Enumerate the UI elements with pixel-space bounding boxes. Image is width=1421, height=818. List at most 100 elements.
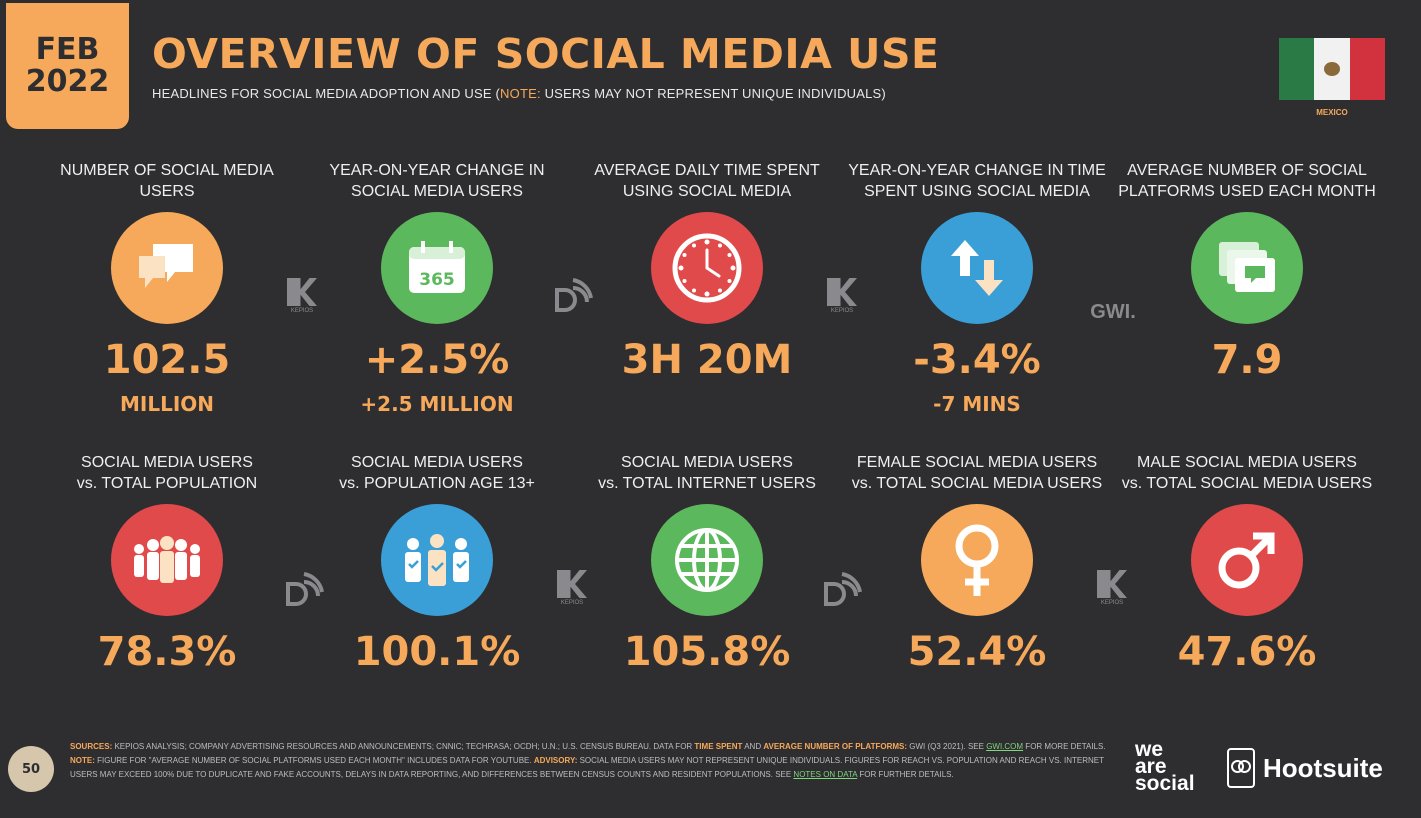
calendar-365-icon: 365 <box>381 212 493 324</box>
page-number: 50 <box>8 746 54 792</box>
datareportal-logo-icon <box>284 570 324 610</box>
stat-value: 3H 20M <box>621 337 793 383</box>
note-text: FIGURE FOR "AVERAGE NUMBER OF SOCIAL PLA… <box>94 756 534 765</box>
stat-label-line-1: SOCIAL MEDIA USERS <box>81 454 253 471</box>
stat-value: -3.4% <box>913 337 1041 383</box>
stat-female-users: FEMALE SOCIAL MEDIA USERS vs. TOTAL SOCIA… <box>842 452 1112 672</box>
female-symbol-icon <box>921 504 1033 616</box>
svg-text:365: 365 <box>419 270 455 290</box>
social-text: social <box>1135 772 1195 795</box>
notes-on-data-link[interactable]: NOTES ON DATA <box>793 770 858 779</box>
stat-social-media-users: NUMBER OF SOCIAL MEDIA USERS 102.5 MILLI… <box>32 160 302 416</box>
kepios-label: KEPIOS <box>290 308 314 314</box>
stat-users-vs-population: SOCIAL MEDIA USERS vs. TOTAL POPULATION 7… <box>32 452 302 672</box>
are-text: are <box>1135 755 1167 778</box>
stat-label: MALE SOCIAL MEDIA USERS vs. TOTAL SOCIAL … <box>1112 452 1382 496</box>
stat-value: 100.1% <box>353 629 521 675</box>
gwi-link[interactable]: GWI.COM <box>986 742 1024 751</box>
date-month: FEB <box>35 32 100 67</box>
stat-label: FEMALE SOCIAL MEDIA USERS vs. TOTAL SOCIA… <box>842 452 1112 496</box>
kepios-label: KEPIOS <box>560 600 584 606</box>
stat-daily-time: AVERAGE DAILY TIME SPENT USING SOCIAL ME… <box>572 160 842 392</box>
clock-icon <box>651 212 763 324</box>
stat-value: 47.6% <box>1177 629 1317 675</box>
sources-footnote: SOURCES: KEPIOS ANALYSIS; COMPANY ADVERT… <box>70 740 1110 782</box>
kepios-label: KEPIOS <box>1100 600 1124 606</box>
stat-value: 78.3% <box>97 629 237 675</box>
datareportal-logo-icon <box>822 570 862 610</box>
stat-label-line-1: SOCIAL MEDIA USERS <box>621 454 793 471</box>
date-year: 2022 <box>25 64 110 99</box>
gwi-label: GWI. <box>1090 300 1136 323</box>
end-text: FOR FURTHER DETAILS. <box>857 770 954 779</box>
subtitle-before: HEADLINES FOR SOCIAL MEDIA ADOPTION AND … <box>152 86 501 101</box>
globe-icon <box>651 504 763 616</box>
stat-label: AVERAGE DAILY TIME SPENT USING SOCIAL ME… <box>594 162 820 200</box>
stat-sub: MILLION <box>119 392 214 416</box>
gwi-logo-icon: GWI. <box>1078 292 1148 332</box>
advisory-label: ADVISORY: <box>533 756 578 765</box>
note-label: NOTE: <box>70 756 95 765</box>
stat-label-line-1: MALE SOCIAL MEDIA USERS <box>1137 454 1357 471</box>
and-text: AND <box>742 742 764 751</box>
up-down-arrows-icon <box>921 212 1033 324</box>
page-title: OVERVIEW OF SOCIAL MEDIA USE <box>152 30 940 78</box>
male-symbol-icon <box>1191 504 1303 616</box>
sources-label: SOURCES: <box>70 742 113 751</box>
mexico-flag-icon <box>1279 38 1385 100</box>
stat-label: SOCIAL MEDIA USERS vs. TOTAL INTERNET USE… <box>572 452 842 496</box>
stat-value: 102.5 <box>103 337 231 383</box>
stat-label: AVERAGE NUMBER OF SOCIAL PLATFORMS USED … <box>1118 162 1376 200</box>
stat-label: YEAR-ON-YEAR CHANGE IN SOCIAL MEDIA USER… <box>329 162 545 200</box>
speech-bubbles-icon <box>111 212 223 324</box>
country-label: MEXICO <box>1316 108 1348 117</box>
subtitle-after: USERS MAY NOT REPRESENT UNIQUE INDIVIDUA… <box>540 86 886 101</box>
hootsuite-text: Hootsuite <box>1263 752 1383 783</box>
stat-value: 52.4% <box>907 629 1047 675</box>
stat-value: 7.9 <box>1211 337 1283 383</box>
stat-label-line-2: vs. TOTAL POPULATION <box>76 475 258 492</box>
date-badge: FEB 2022 <box>6 3 129 129</box>
hootsuite-logo: Hootsuite <box>1227 748 1383 788</box>
sources-text: KEPIOS ANALYSIS; COMPANY ADVERTISING RES… <box>112 742 695 751</box>
stat-label-line-2: vs. POPULATION AGE 13+ <box>339 475 535 492</box>
we-text: we <box>1135 738 1164 761</box>
stat-users-vs-internet: SOCIAL MEDIA USERS vs. TOTAL INTERNET USE… <box>572 452 842 672</box>
stat-label: YEAR-ON-YEAR CHANGE IN TIME SPENT USING … <box>848 162 1106 200</box>
datareportal-logo-icon <box>553 276 593 316</box>
stat-label-line-1: SOCIAL MEDIA USERS <box>351 454 523 471</box>
stat-label-line-2: vs. TOTAL SOCIAL MEDIA USERS <box>851 475 1103 492</box>
stat-platforms: AVERAGE NUMBER OF SOCIAL PLATFORMS USED … <box>1112 160 1382 392</box>
stat-sub: +2.5 MILLION <box>360 392 514 416</box>
owl-icon <box>1227 748 1255 788</box>
kepios-logo-icon: KEPIOS <box>1092 568 1132 608</box>
more-details-text: FOR MORE DETAILS. <box>1023 742 1106 751</box>
advisory-text: SOCIAL MEDIA USERS MAY NOT REPRESENT UNI… <box>70 756 1104 779</box>
stat-label-line-2: vs. TOTAL SOCIAL MEDIA USERS <box>1121 475 1373 492</box>
gwi-text: GWI (Q3 2021). SEE <box>907 742 987 751</box>
stat-users-vs-age13: SOCIAL MEDIA USERS vs. POPULATION AGE 13+… <box>302 452 572 672</box>
people-checked-icon <box>381 504 493 616</box>
stat-label: SOCIAL MEDIA USERS vs. TOTAL POPULATION <box>32 452 302 496</box>
kepios-logo-icon: KEPIOS <box>282 276 322 316</box>
stacked-windows-icon <box>1191 212 1303 324</box>
stat-label: SOCIAL MEDIA USERS vs. POPULATION AGE 13+ <box>302 452 572 496</box>
people-group-icon <box>111 504 223 616</box>
stat-male-users: MALE SOCIAL MEDIA USERS vs. TOTAL SOCIAL … <box>1112 452 1382 672</box>
we-are-social-logo: we are social <box>1135 738 1195 795</box>
stat-value: +2.5% <box>364 337 510 383</box>
stat-yoy-users: YEAR-ON-YEAR CHANGE IN SOCIAL MEDIA USER… <box>302 160 572 416</box>
stat-sub: -7 MINS <box>933 392 1021 416</box>
subtitle-note: NOTE: <box>500 86 541 101</box>
kepios-logo-icon: KEPIOS <box>552 568 592 608</box>
stat-yoy-time: YEAR-ON-YEAR CHANGE IN TIME SPENT USING … <box>842 160 1112 416</box>
stat-label: NUMBER OF SOCIAL MEDIA USERS <box>60 162 274 200</box>
stat-value: 105.8% <box>623 629 791 675</box>
avg-platforms-label: AVERAGE NUMBER OF PLATFORMS: <box>763 742 908 751</box>
kepios-label: KEPIOS <box>830 308 854 314</box>
stat-label-line-2: vs. TOTAL INTERNET USERS <box>598 475 816 492</box>
stat-label-line-1: FEMALE SOCIAL MEDIA USERS <box>856 454 1098 471</box>
time-spent-label: TIME SPENT <box>694 742 743 751</box>
page-subtitle: HEADLINES FOR SOCIAL MEDIA ADOPTION AND … <box>152 86 886 101</box>
